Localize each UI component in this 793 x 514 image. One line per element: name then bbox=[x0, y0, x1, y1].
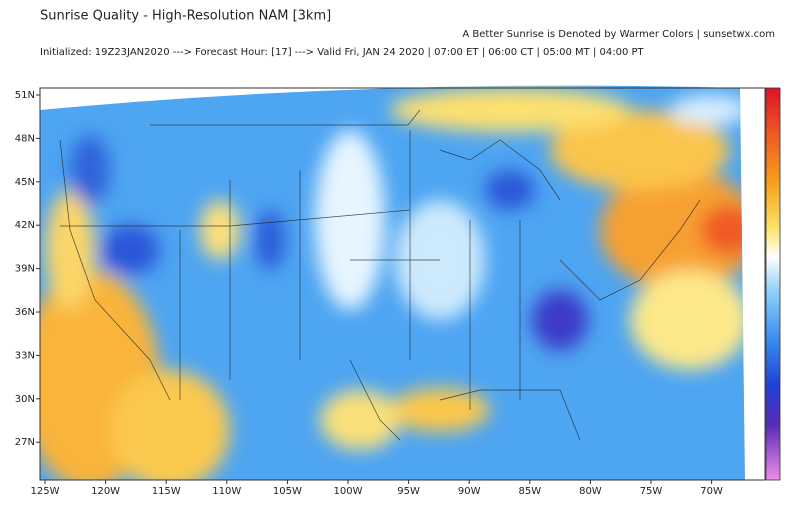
axes: 51N 48N 45N 42N 39N 36N 33N 30N 27N 125W 120W 115W 1… bbox=[15, 90, 723, 497]
lat-label: 45N bbox=[15, 177, 35, 188]
title: Sunrise Quality - High-Resolution NAM [3… bbox=[40, 9, 331, 24]
lon-label: 75W bbox=[640, 486, 663, 497]
lon-label: 95W bbox=[397, 486, 420, 497]
lon-label: 70W bbox=[700, 486, 723, 497]
lon-label: 115W bbox=[152, 486, 181, 497]
lat-label: 48N bbox=[15, 133, 35, 144]
lon-label: 125W bbox=[31, 486, 60, 497]
lat-label: 39N bbox=[15, 264, 35, 275]
lon-label: 120W bbox=[91, 486, 120, 497]
colorbar bbox=[765, 87, 781, 481]
lon-label: 90W bbox=[458, 486, 481, 497]
lat-label: 30N bbox=[15, 394, 35, 405]
lat-label: 42N bbox=[15, 220, 35, 231]
lat-label: 51N bbox=[15, 90, 35, 101]
lat-label: 27N bbox=[15, 437, 35, 448]
lon-label: 80W bbox=[579, 486, 602, 497]
note: A Better Sunrise is Denoted by Warmer Co… bbox=[462, 29, 775, 40]
lon-label: 100W bbox=[334, 486, 363, 497]
lat-label: 36N bbox=[15, 307, 35, 318]
map bbox=[39, 85, 766, 481]
lon-label: 105W bbox=[273, 486, 302, 497]
subtitle: Initialized: 19Z23JAN2020 ---> Forecast … bbox=[40, 47, 645, 58]
lat-label: 33N bbox=[15, 350, 35, 361]
lon-label: 85W bbox=[518, 486, 541, 497]
lon-label: 110W bbox=[212, 486, 241, 497]
